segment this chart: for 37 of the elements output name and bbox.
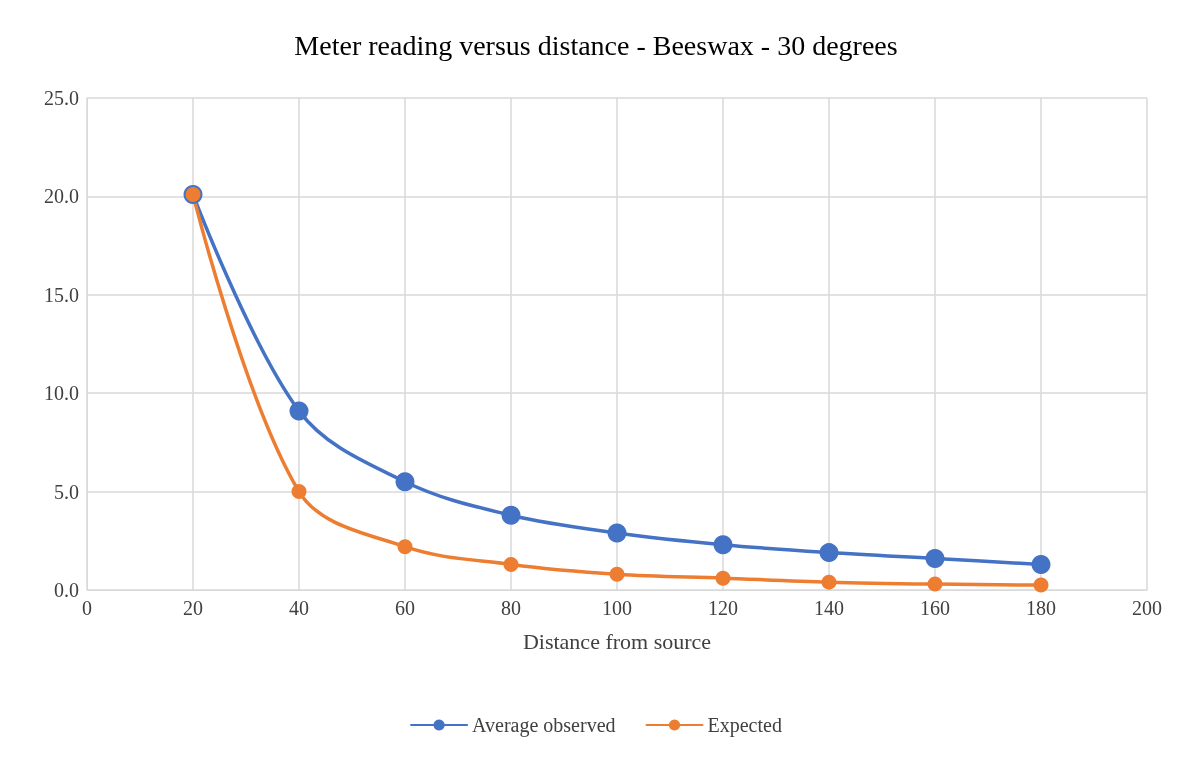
y-tick-label: 25.0 xyxy=(44,87,79,109)
x-tick-label: 0 xyxy=(82,597,92,619)
point xyxy=(1031,554,1051,574)
x-tick-label: 40 xyxy=(289,597,309,619)
point xyxy=(925,549,945,569)
x-tick-label: 140 xyxy=(814,597,844,619)
y-tick-label: 10.0 xyxy=(44,382,79,405)
point xyxy=(397,539,413,555)
x-tick-label: 80 xyxy=(501,597,521,619)
y-tick-label: 5.0 xyxy=(54,480,79,503)
x-axis-title: Distance from source xyxy=(522,628,712,654)
point xyxy=(1033,577,1049,593)
x-tick-label: 180 xyxy=(1026,597,1056,619)
point xyxy=(819,543,839,563)
y-tick-label: 0.0 xyxy=(54,579,79,601)
point xyxy=(713,535,733,555)
point xyxy=(927,576,943,592)
point xyxy=(715,570,731,586)
point xyxy=(395,472,415,492)
x-tick-label: 200 xyxy=(1132,597,1162,619)
y-tick-label: 20.0 xyxy=(44,185,79,208)
point xyxy=(291,484,307,500)
point xyxy=(609,566,625,582)
x-tick-label: 60 xyxy=(395,597,415,619)
point xyxy=(501,505,521,525)
x-tick-label: 20 xyxy=(183,597,203,619)
x-tick-label: 120 xyxy=(708,597,738,619)
y-tick-label: 15.0 xyxy=(44,283,79,306)
point xyxy=(503,556,519,572)
chart-title: Meter reading versus distance - Beeswax - 30 degrees xyxy=(294,29,898,61)
point xyxy=(607,523,627,543)
legend-label: Expected xyxy=(707,714,782,737)
point xyxy=(289,401,309,421)
x-tick-label: 100 xyxy=(602,597,632,619)
point xyxy=(821,574,837,590)
legend-label: Average observed xyxy=(472,714,616,737)
x-tick-label: 160 xyxy=(920,597,950,619)
